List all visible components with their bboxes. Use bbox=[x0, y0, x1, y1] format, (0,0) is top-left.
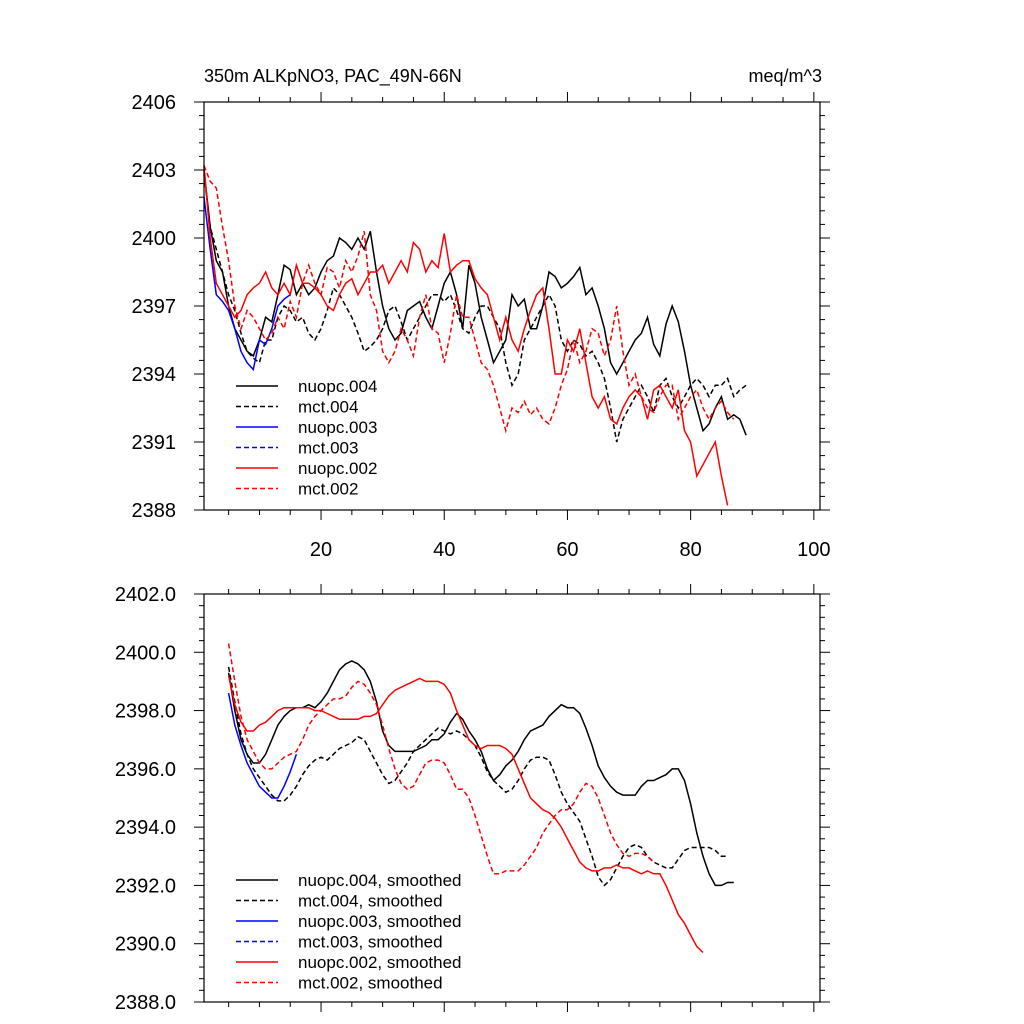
legend-label: mct.003, smoothed bbox=[298, 933, 443, 952]
bottom-panel-series bbox=[227, 643, 734, 954]
series-line-5 bbox=[227, 643, 655, 875]
series-line-1 bbox=[227, 666, 728, 887]
y-tick-label: 2397 bbox=[132, 296, 177, 318]
top-panel-ticks: 2388 2391 2394 2397 2400 2403 2406 20 40 60 80 100 bbox=[132, 92, 831, 561]
legend-label: nuopc.003 bbox=[298, 418, 377, 437]
legend-label: mct.002, smoothed bbox=[298, 974, 443, 993]
x-tick-label: 20 bbox=[310, 539, 332, 561]
y-tick-label: 2394.0 bbox=[115, 817, 176, 839]
top-panel-units: meq/m^3 bbox=[749, 66, 822, 86]
top-panel-title: 350m ALKpNO3, PAC_49N-66N bbox=[204, 66, 462, 87]
legend-label: nuopc.004 bbox=[298, 377, 377, 396]
legend-label: mct.002 bbox=[298, 480, 358, 499]
top-panel-frame bbox=[203, 101, 821, 511]
y-tick-label: 2392.0 bbox=[115, 875, 176, 897]
series-line-2 bbox=[203, 197, 291, 372]
series-line-4 bbox=[227, 675, 704, 954]
series-line-5 bbox=[203, 165, 735, 434]
series-line-1 bbox=[203, 174, 747, 443]
x-tick-label: 60 bbox=[556, 539, 578, 561]
y-tick-label: 2396.0 bbox=[115, 759, 176, 781]
y-tick-label: 2402.0 bbox=[115, 584, 176, 606]
y-tick-label: 2390.0 bbox=[115, 934, 176, 956]
y-tick-label: 2398.0 bbox=[115, 701, 176, 723]
top-panel: 350m ALKpNO3, PAC_49N-66N meq/m^3 238823… bbox=[132, 66, 831, 561]
bottom-panel-frame bbox=[203, 593, 821, 1003]
y-tick-label: 2406 bbox=[132, 92, 177, 114]
y-tick-label: 2400 bbox=[132, 228, 177, 250]
y-tick-label: 2388.0 bbox=[115, 992, 176, 1014]
top-panel-series bbox=[203, 165, 747, 506]
legend-label: nuopc.004, smoothed bbox=[298, 871, 462, 890]
series-line-0 bbox=[227, 660, 734, 887]
series-line-0 bbox=[203, 169, 747, 436]
x-tick-label: 100 bbox=[797, 539, 830, 561]
legend-label: mct.004 bbox=[298, 398, 358, 417]
y-tick-label: 2388 bbox=[132, 500, 177, 522]
y-tick-label: 2400.0 bbox=[115, 642, 176, 664]
series-line-4 bbox=[203, 165, 729, 506]
legend-label: mct.003 bbox=[298, 439, 358, 458]
legend-label: nuopc.003, smoothed bbox=[298, 912, 462, 931]
y-tick-label: 2394 bbox=[132, 364, 177, 386]
y-tick-label: 2391 bbox=[132, 432, 177, 454]
legend-label: nuopc.002, smoothed bbox=[298, 953, 462, 972]
x-tick-label: 40 bbox=[433, 539, 455, 561]
x-tick-label: 80 bbox=[680, 539, 702, 561]
series-line-2 bbox=[227, 692, 298, 799]
legend-label: mct.004, smoothed bbox=[298, 892, 443, 911]
y-tick-label: 2403 bbox=[132, 160, 177, 182]
bottom-panel: 2388.0 2390.0 2392.0 2394.0 2396.0 2398.0 2400… bbox=[115, 584, 830, 1014]
legend-label: nuopc.002 bbox=[298, 459, 377, 478]
bottom-panel-ticks: 2388.0 2390.0 2392.0 2394.0 2396.0 2398.0 2400… bbox=[115, 584, 830, 1014]
